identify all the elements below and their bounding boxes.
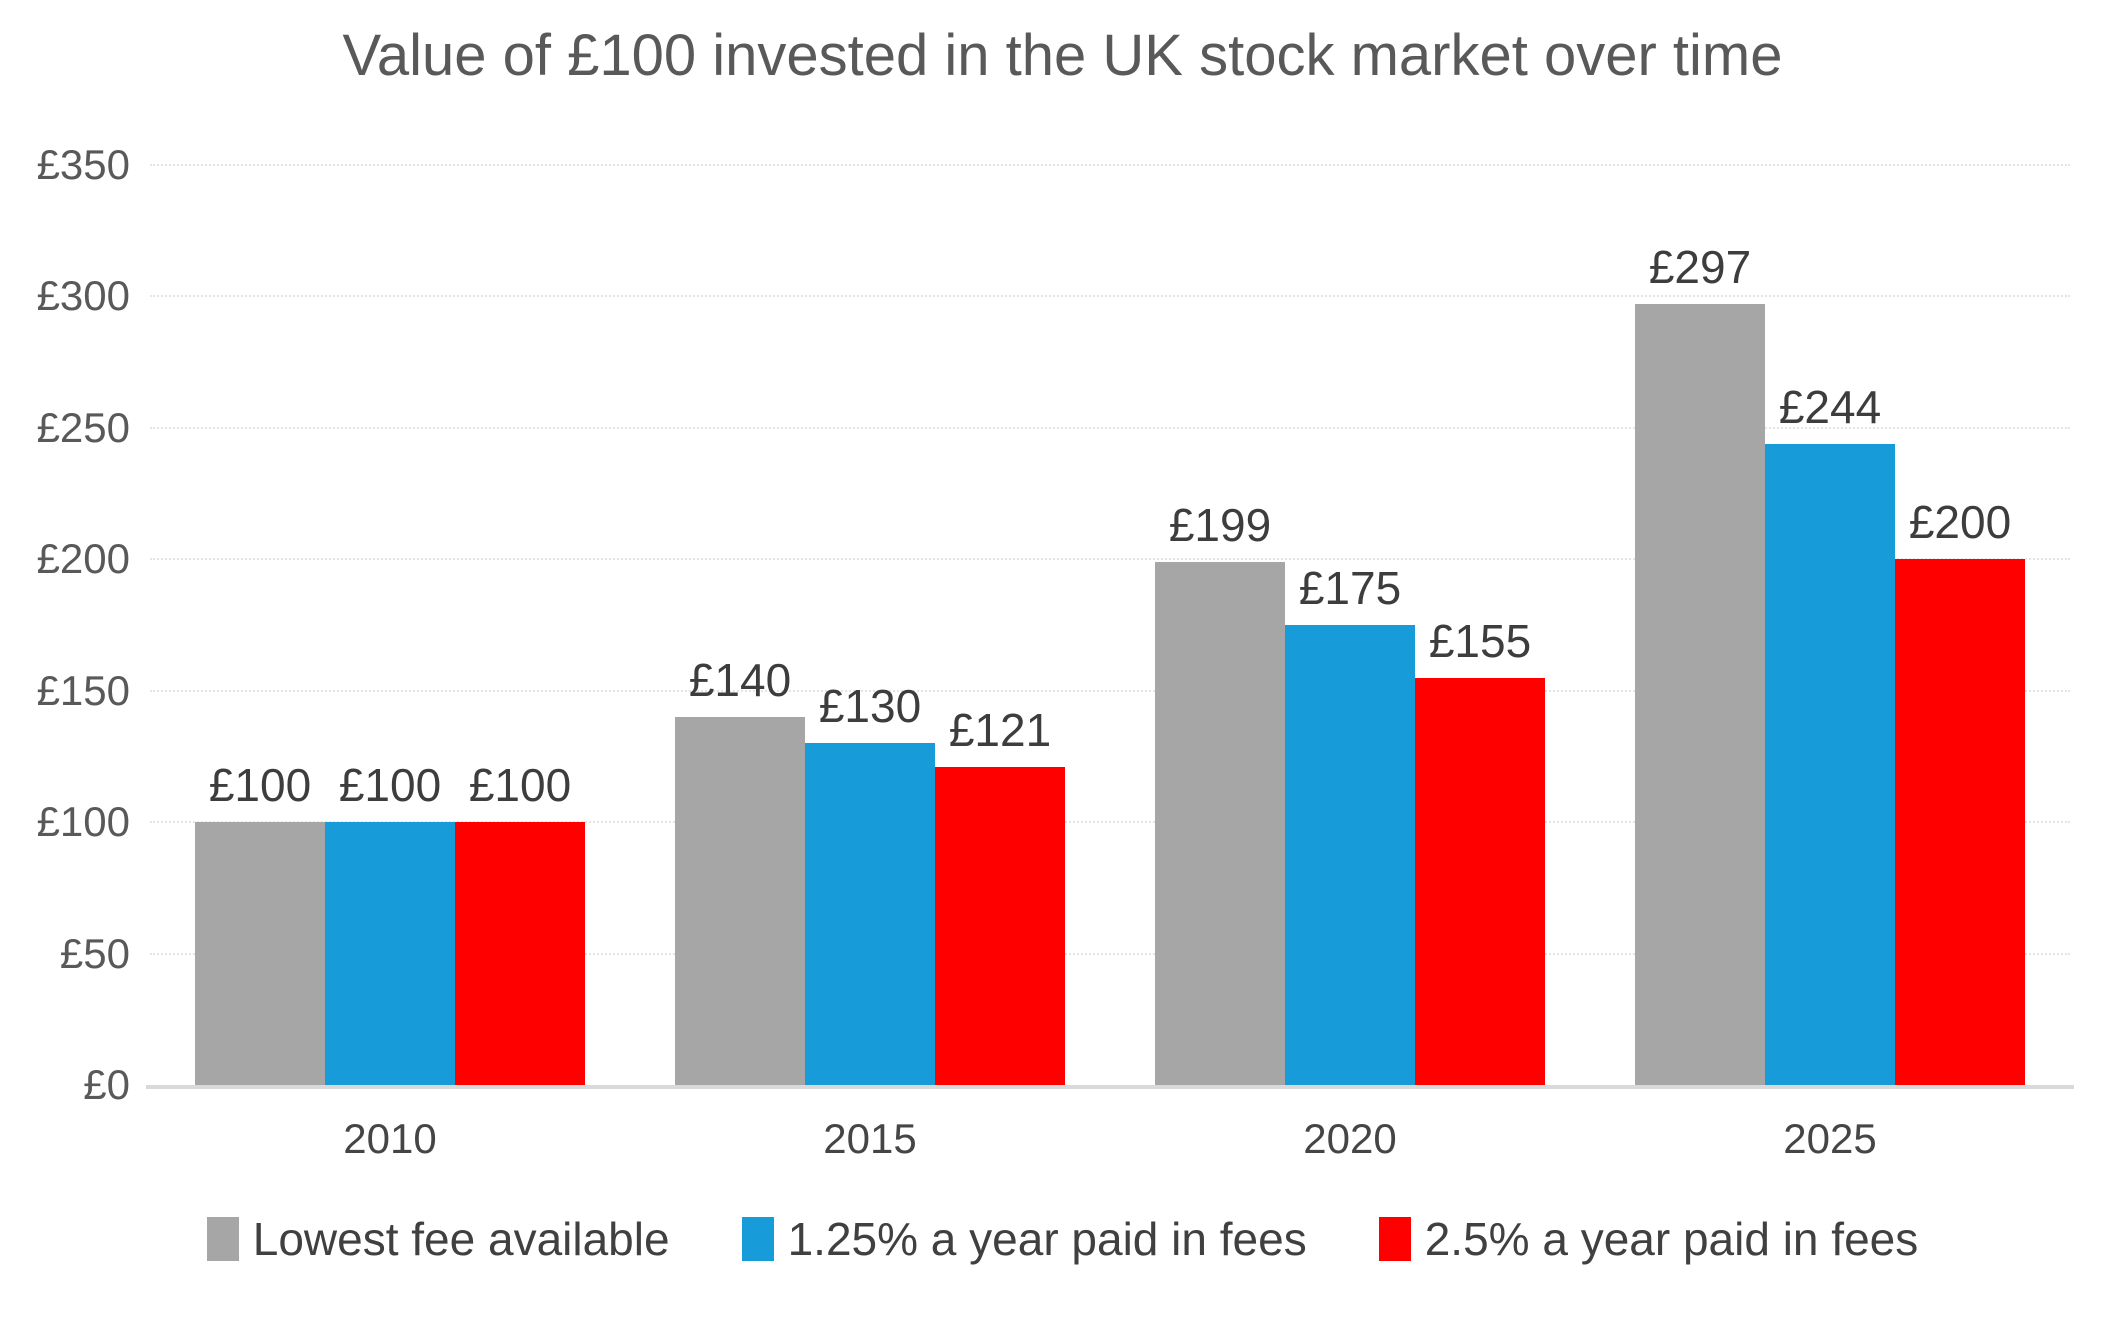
bar-value-label: £140 [688,654,792,706]
bar-value-label: £100 [208,759,312,812]
legend-swatch-icon [1378,1217,1411,1261]
bar-2025-series-2 [1765,443,1895,1085]
legend-item: Lowest fee available [206,1212,670,1266]
bar-value-label: £244 [1778,380,1882,433]
x-tick-label: 2015 [823,1115,917,1162]
bar-value-label: £199 [1168,498,1272,551]
x-axis-line [146,1085,2074,1089]
legend-label: 2.5% a year paid in fees [1424,1213,1919,1265]
y-tick-label: £350 [36,141,130,188]
legend-item: 2.5% a year paid in fees [1378,1212,1919,1266]
legend-label: Lowest fee available [252,1213,670,1265]
bar-2015-series-3 [935,766,1065,1085]
gridline [150,558,2070,561]
gridline [150,164,2070,166]
legend-label: 1.25% a year paid in fees [787,1213,1307,1265]
y-tick-label: £300 [36,272,130,320]
bar-2020-series-2 [1285,625,1415,1085]
legend-item: 1.25% a year paid in fees [741,1212,1307,1266]
legend-swatch-icon [741,1217,774,1261]
bar-2020-series-1 [1155,561,1285,1085]
bar-value-label: £200 [1908,496,2012,549]
y-tick-label: £200 [36,535,130,583]
y-tick-label: £250 [36,403,130,451]
x-tick-label: 2025 [1783,1115,1877,1162]
bar-value-label: £130 [818,680,922,733]
bar-value-label: £155 [1428,614,1532,667]
bar-2015-series-2 [805,743,935,1085]
y-tick-label: £0 [83,1061,130,1108]
y-tick-label: £150 [36,666,130,714]
bar-2025-series-3 [1895,559,2025,1085]
gridline [150,689,2070,692]
gridline [150,952,2070,955]
bar-2025-series-1 [1635,304,1765,1085]
bar-value-label: £100 [338,759,442,812]
chart-title: Value of £100 invested in the UK stock m… [342,23,1783,88]
bar-value-label: £175 [1298,562,1402,614]
y-tick-label: £100 [36,798,130,846]
x-tick-label: 2010 [343,1115,437,1162]
bar-value-label: £100 [468,759,572,812]
legend: Lowest fee available 1.25% a year paid in… [0,1212,2125,1266]
y-tick-label: £50 [59,929,130,977]
bar-2010-series-2 [325,822,455,1085]
bar-2020-series-3 [1415,677,1545,1085]
gridline [150,426,2070,429]
gridline [150,821,2070,824]
bar-value-label: £121 [948,703,1052,756]
bar-2015-series-1 [675,717,805,1085]
bar-2010-series-3 [455,822,585,1085]
x-tick-label: 2020 [1303,1115,1397,1162]
gridline [150,295,2070,298]
bar-2010-series-1 [195,822,325,1085]
bar-value-label: £297 [1648,241,1752,294]
legend-swatch-icon [206,1217,239,1261]
